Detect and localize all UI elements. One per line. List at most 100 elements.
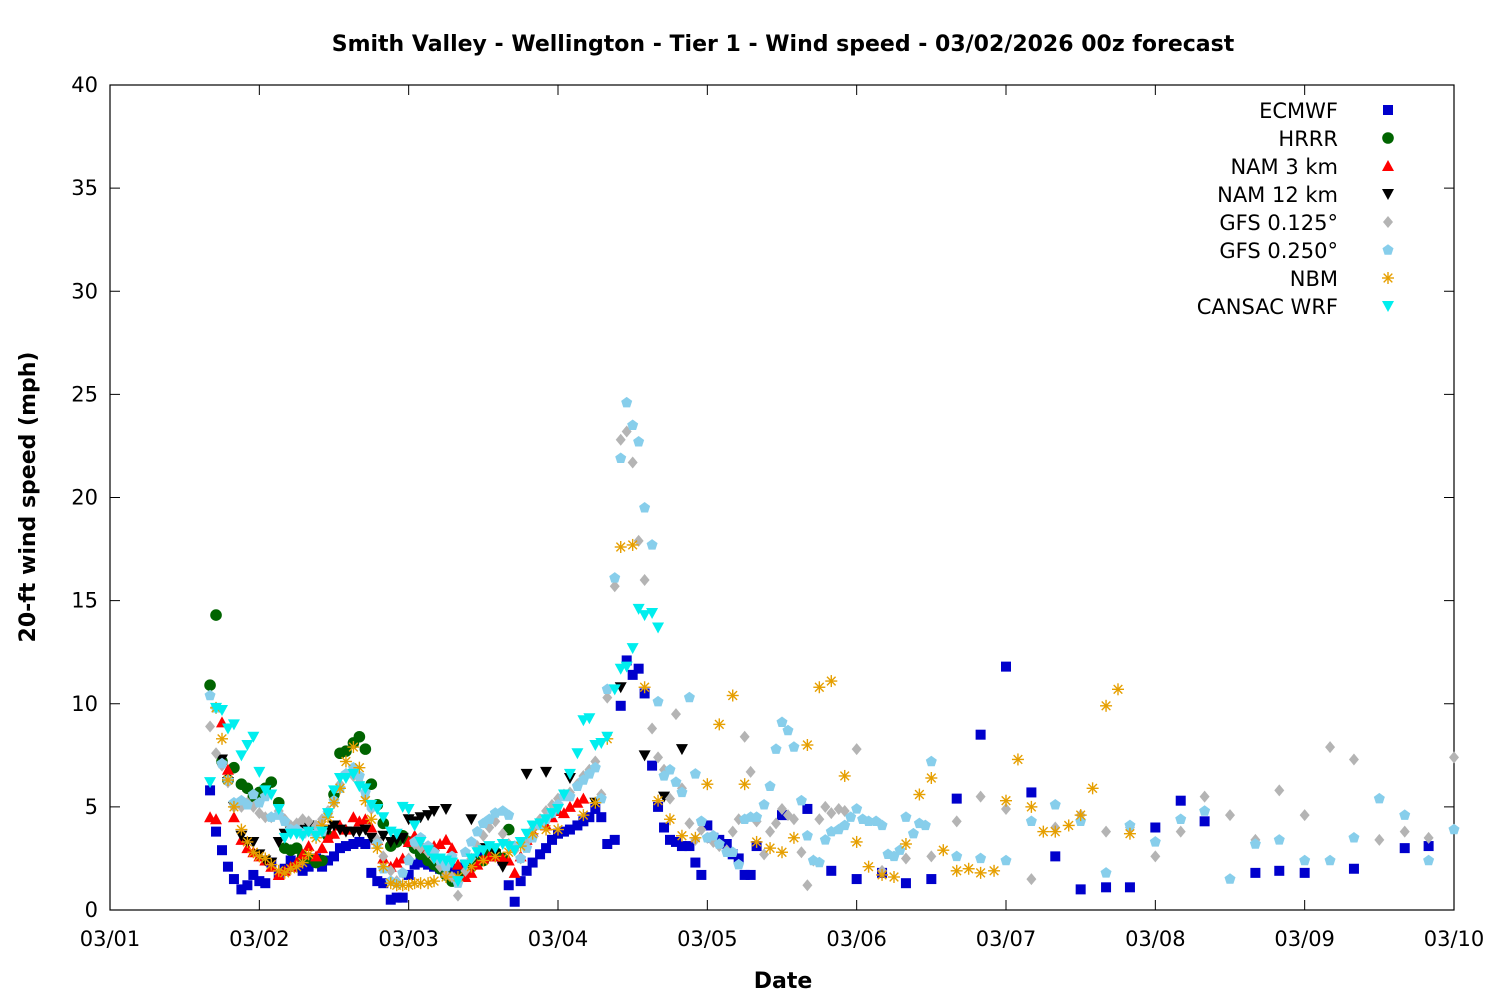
data-point [1100, 699, 1113, 712]
y-tick-label: 0 [85, 898, 98, 922]
data-point [975, 729, 986, 740]
data-point [633, 663, 644, 674]
data-point [434, 838, 447, 849]
y-axis-title: 20-ft wind speed (mph) [16, 352, 41, 643]
data-point [328, 827, 340, 839]
data-point [608, 684, 621, 696]
data-point [253, 766, 266, 778]
legend-label: GFS 0.250° [1219, 239, 1338, 263]
data-point [564, 824, 575, 835]
data-point [850, 835, 863, 848]
data-point [520, 828, 533, 840]
data-point [615, 452, 627, 463]
data-point [937, 844, 950, 857]
data-point [919, 819, 931, 831]
data-point [1025, 800, 1038, 813]
data-point [601, 731, 614, 743]
data-point [414, 836, 427, 848]
data-point [670, 708, 681, 721]
data-point [210, 609, 222, 621]
legend-marker [1382, 189, 1394, 200]
data-point [540, 766, 553, 778]
data-point [1199, 790, 1210, 803]
x-tick-label: 03/03 [378, 927, 439, 951]
data-point [726, 689, 739, 702]
data-point [445, 842, 458, 854]
legend-marker [1383, 216, 1393, 228]
x-tick-label: 03/01 [80, 927, 141, 951]
data-point [776, 846, 788, 859]
data-point [684, 841, 695, 852]
data-point [515, 852, 527, 864]
data-point [609, 580, 620, 593]
data-point [1273, 834, 1285, 845]
data-point [460, 864, 471, 877]
data-point [676, 841, 687, 852]
data-point [802, 803, 813, 814]
data-point [626, 643, 639, 655]
data-point [626, 538, 639, 551]
data-point [534, 818, 547, 830]
data-point [508, 866, 521, 878]
data-point [646, 539, 658, 550]
data-point [801, 739, 814, 751]
data-point [340, 745, 352, 757]
data-point [477, 845, 490, 857]
data-point [278, 832, 291, 844]
data-point [1348, 863, 1359, 874]
data-point [665, 792, 675, 805]
data-point [272, 803, 285, 815]
data-point [658, 791, 671, 803]
data-point [1074, 809, 1087, 822]
data-point [496, 861, 509, 873]
data-point [241, 740, 254, 751]
data-point [334, 843, 345, 854]
data-point [1050, 851, 1061, 862]
data-point [339, 755, 352, 768]
data-point [733, 853, 744, 864]
data-point [721, 839, 732, 849]
data-point [377, 830, 390, 842]
data-point [571, 748, 584, 760]
data-point [813, 681, 826, 694]
data-point [397, 892, 408, 903]
data-point [359, 824, 372, 836]
data-point [354, 836, 365, 847]
data-point [547, 834, 558, 845]
data-point [235, 750, 248, 762]
data-point [670, 776, 682, 787]
data-point [365, 832, 378, 844]
data-point [527, 857, 538, 868]
data-point [515, 876, 526, 887]
data-point [222, 861, 233, 872]
data-point [1224, 873, 1236, 884]
data-point [615, 433, 626, 446]
data-point [787, 831, 800, 844]
data-point [535, 849, 546, 860]
data-point [557, 807, 570, 819]
data-point [359, 743, 372, 755]
data-point [402, 803, 415, 815]
data-point [1175, 813, 1187, 824]
data-point [733, 858, 745, 870]
data-point [279, 815, 291, 826]
data-point [975, 852, 987, 864]
data-point [390, 828, 403, 840]
data-point [465, 853, 478, 865]
data-point [589, 761, 601, 773]
data-point [974, 866, 987, 879]
data-point [353, 730, 366, 743]
data-point [1101, 825, 1112, 838]
data-point [578, 816, 589, 827]
data-point [428, 806, 441, 817]
data-point [371, 842, 384, 855]
data-point [451, 876, 464, 888]
data-point [247, 788, 259, 800]
data-point [951, 793, 962, 804]
x-tick-label: 03/05 [677, 927, 738, 951]
data-point [595, 792, 607, 804]
data-point [802, 879, 813, 892]
data-point [302, 848, 315, 861]
data-point [216, 757, 228, 769]
data-point [851, 874, 862, 885]
